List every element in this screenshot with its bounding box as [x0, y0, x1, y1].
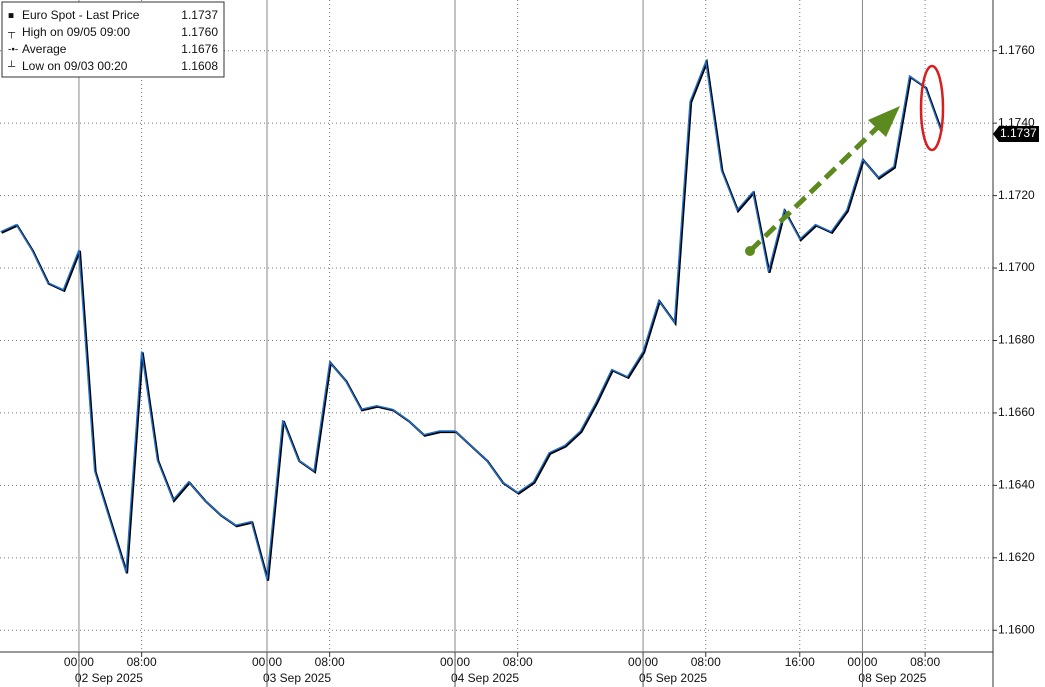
- legend-value: 1.1737: [181, 8, 218, 22]
- x-date-label: 02 Sep 2025: [75, 671, 143, 685]
- legend-value: 1.1760: [181, 25, 218, 39]
- legend-value: 1.1608: [181, 59, 218, 73]
- x-date-label: 04 Sep 2025: [451, 671, 519, 685]
- legend-icon: ┴: [7, 60, 16, 73]
- legend-value: 1.1676: [181, 42, 218, 56]
- annotation-arrow: [745, 106, 900, 256]
- legend: ■ Euro Spot - Last Price 1.1737 ┬ High on 09…: [1, 1, 225, 78]
- y-tick-label: 1.1660: [998, 405, 1035, 419]
- y-tick-label: 1.1760: [998, 43, 1035, 57]
- x-tick-label: 08:00: [127, 655, 157, 669]
- y-tick-label: 1.1720: [998, 188, 1035, 202]
- series-line: [0, 58, 942, 580]
- legend-label: Euro Spot - Last Price: [22, 8, 140, 22]
- x-tick-label: 08:00: [315, 655, 345, 669]
- x-tick-label: 08:00: [910, 655, 940, 669]
- y-tick-label: 1.1740: [998, 115, 1035, 129]
- x-tick-label: 16:00: [785, 655, 815, 669]
- legend-icon: -•-: [8, 45, 18, 56]
- y-tick-label: 1.1700: [998, 260, 1035, 274]
- x-tick-label: 08:00: [503, 655, 533, 669]
- legend-box: [1, 1, 225, 78]
- legend-icon: ┬: [7, 28, 16, 39]
- x-tick-label: 08:00: [691, 655, 721, 669]
- x-date-label: 05 Sep 2025: [639, 671, 707, 685]
- y-tick-label: 1.1680: [998, 333, 1035, 347]
- y-tick-label: 1.1640: [998, 478, 1035, 492]
- y-tick-label: 1.1600: [998, 622, 1035, 636]
- legend-label: Low on 09/03 00:20: [22, 59, 128, 73]
- legend-icon: ■: [8, 11, 14, 22]
- last-price-tag: [993, 126, 1039, 143]
- legend-label: High on 09/05 09:00: [22, 25, 130, 39]
- plot: [0, 0, 993, 652]
- annotation-ellipse: [919, 64, 945, 152]
- last-price-label: 1.1737: [1000, 126, 1037, 140]
- y-tick-label: 1.1620: [998, 550, 1035, 564]
- x-date-label: 08 Sep 2025: [858, 671, 926, 685]
- legend-label: Average: [22, 42, 67, 56]
- x-date-label: 03 Sep 2025: [263, 671, 331, 685]
